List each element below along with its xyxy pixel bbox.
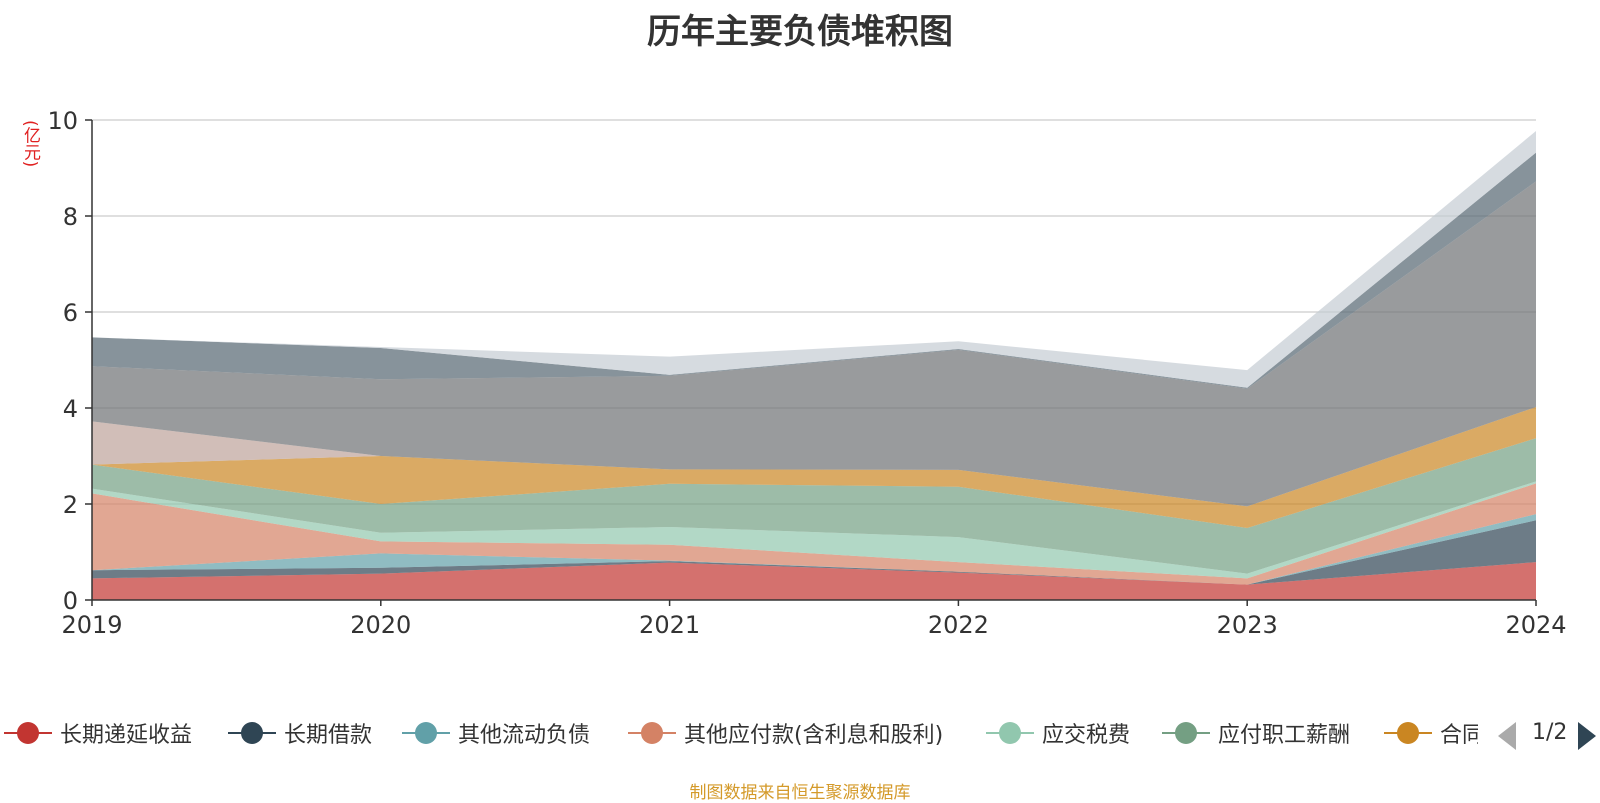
area-series-3[interactable] [92,483,1536,585]
legend-symbol-icon [1160,716,1212,750]
area-series-6[interactable] [92,407,1536,528]
tick-labels: 0 2 4 6 8 10 2019 2020 2021 2022 2023 2024 [47,107,1566,639]
x-tick-label: 2023 [1217,611,1278,639]
y-axis-unit-label: (亿元) [20,120,40,168]
x-tick-label: 2020 [350,611,411,639]
legend-label: 应交税费 [1042,723,1131,748]
legend-page-indicator: 1/2 [1532,720,1568,745]
y-tick-label: 0 [63,587,78,615]
axes [85,119,1537,606]
legend-label: 长期借款 [284,723,373,748]
area-series-1[interactable] [92,520,1536,585]
legend-label: 其他流动负债 [458,723,591,748]
legend-symbol-icon [226,716,278,750]
legend-label: 其他应付款(含利息和股利) [684,723,944,748]
legend-symbol-icon [626,716,678,750]
x-tick-label: 2019 [61,611,122,639]
legend-symbol-icon [984,716,1036,750]
legend-symbol-icon [1382,716,1434,750]
area-series-layer [92,131,1536,600]
area-series-8[interactable] [92,181,1536,507]
legend-item[interactable]: 应付职工薪酬 [1160,716,1375,750]
legend-item[interactable]: 其他流动负债 [400,716,620,750]
legend-symbol-icon [2,716,54,750]
area-series-5[interactable] [92,438,1536,574]
x-tick-label: 2022 [928,611,989,639]
legend-symbol-icon [400,716,452,750]
x-tick-label: 2021 [639,611,700,639]
legend: 长期递延收益 长期借款 其他流动负债 其他应付款(含利息和股利) 应交税费 应付职工薪酬 合… [0,716,1600,756]
x-tick-label: 2024 [1505,611,1566,639]
legend-label: 应付职工薪酬 [1218,723,1351,748]
legend-label: 合同负债 [1440,723,1478,748]
chart-title: 历年主要负债堆积图 [647,12,953,52]
y-tick-label: 8 [63,203,78,231]
legend-item[interactable]: 合同负债 [1382,716,1478,750]
legend-item[interactable]: 长期借款 [226,716,396,750]
legend-item[interactable]: 长期递延收益 [2,716,212,750]
y-tick-label: 6 [63,299,78,327]
legend-pager: 1/2 [1490,718,1600,752]
area-series-0[interactable] [92,562,1536,600]
legend-prev-page-icon[interactable] [1498,722,1516,750]
legend-next-page-icon[interactable] [1578,722,1596,750]
legend-item[interactable]: 其他应付款(含利息和股利) [626,716,976,750]
source-note: 制图数据来自恒生聚源数据库 [689,783,911,803]
legend-label: 长期递延收益 [60,723,193,748]
y-tick-label: 2 [63,491,78,519]
area-series-9[interactable] [92,152,1536,389]
y-tick-label: 4 [63,395,78,423]
y-tick-label: 10 [47,107,78,135]
stacked-area-chart: 0 2 4 6 8 10 2019 2020 2021 2022 2023 2024 [47,107,1566,639]
legend-item[interactable]: 应交税费 [984,716,1154,750]
